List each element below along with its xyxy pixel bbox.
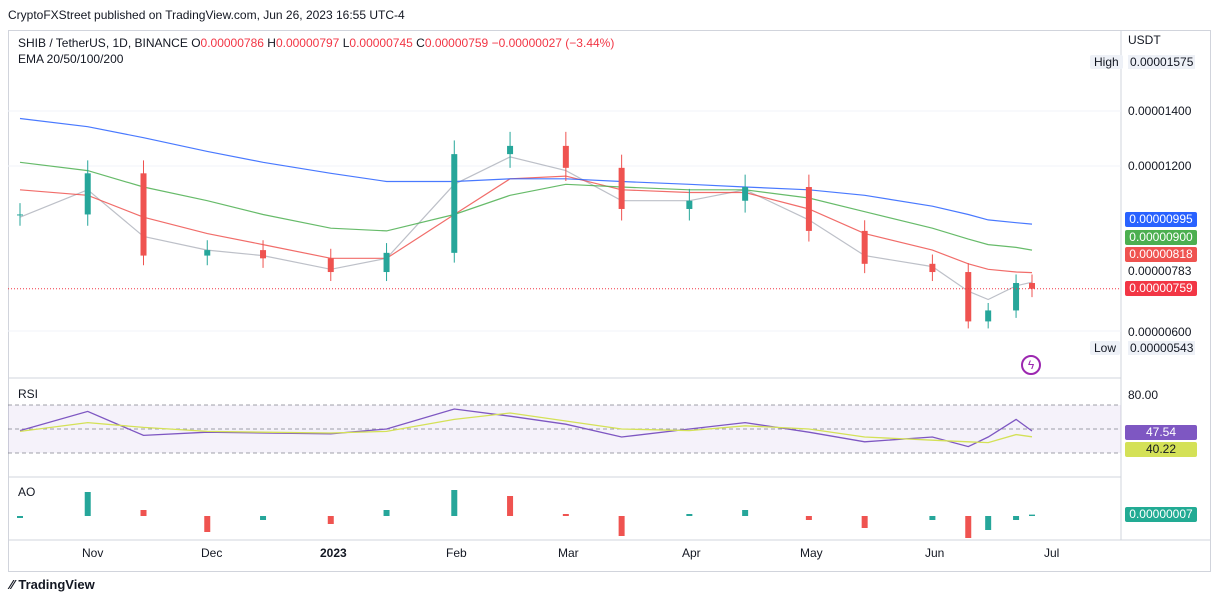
candle-body — [204, 250, 211, 256]
candle-body — [84, 173, 91, 215]
candle-body — [562, 145, 569, 168]
high-value: 0.00000797 — [275, 36, 340, 50]
candle-body — [1013, 283, 1020, 311]
candle-body — [929, 263, 936, 273]
ao-bar — [686, 514, 693, 516]
high-marker-label: High — [1090, 55, 1123, 69]
high-marker-value: 0.00001575 — [1128, 55, 1196, 69]
open-label: O — [191, 36, 201, 50]
ao-bar — [1013, 516, 1020, 520]
rsi-line — [19, 408, 1033, 448]
ao-bar — [204, 516, 211, 532]
ema-legend[interactable]: EMA 20/50/100/200 — [18, 52, 124, 66]
time-label-may: May — [800, 546, 823, 560]
currency-label: USDT — [1128, 33, 1161, 47]
ao-bar — [451, 490, 458, 516]
open-value: 0.00000786 — [200, 36, 264, 50]
ohlc-legend: SHIB / TetherUS, 1D, BINANCE O0.00000786… — [18, 36, 614, 50]
ao-value-tag: 0.00000007 — [1125, 507, 1197, 522]
rsi-level-label: 80.00 — [1128, 388, 1159, 402]
ema200-line — [19, 117, 1033, 225]
symbol-label[interactable]: SHIB / TetherUS, 1D, BINANCE — [18, 36, 188, 50]
ao-title[interactable]: AO — [18, 485, 36, 499]
ao-bar — [383, 510, 390, 516]
ao-bar — [260, 516, 267, 520]
ao-bar — [618, 516, 625, 536]
rsi-title[interactable]: RSI — [18, 387, 39, 401]
ao-bar — [805, 516, 812, 520]
time-label-nov: Nov — [82, 546, 104, 560]
ao-bar — [965, 516, 972, 538]
chart-frame[interactable] — [8, 30, 1211, 572]
time-label-jul: Jul — [1044, 546, 1060, 560]
time-label-dec: Dec — [201, 546, 223, 560]
candle-body — [451, 154, 458, 253]
tradingview-brand-text: TradingView — [18, 577, 95, 592]
candle-body — [618, 167, 625, 209]
rsi-ma-line — [19, 412, 1033, 444]
ao-bar — [861, 516, 868, 528]
ema50-line — [19, 175, 1033, 274]
lightning-icon[interactable]: ϟ — [1021, 355, 1041, 375]
time-label-mar: Mar — [558, 546, 579, 560]
tradingview-logo[interactable]: ⁄⁄ TradingView — [10, 577, 95, 592]
ema50-price-tag: 0.00000818 — [1125, 247, 1197, 262]
ao-bar — [742, 510, 749, 516]
ao-bar — [562, 514, 569, 516]
publisher-attribution: CryptoFXStreet published on TradingView.… — [8, 8, 405, 22]
ao-bar — [140, 510, 147, 516]
ema200-price-tag: 0.00000995 — [1125, 212, 1197, 227]
high-label: H — [267, 36, 276, 50]
ao-bar — [985, 516, 992, 530]
candle-body — [742, 187, 749, 201]
low-label: L — [342, 36, 350, 50]
price-tick-3: 0.00000600 — [1128, 325, 1192, 339]
candle-body — [383, 252, 390, 273]
candle-body — [805, 187, 812, 231]
time-label-apr: Apr — [682, 546, 701, 560]
ao-bar — [507, 496, 514, 516]
candle-body — [507, 145, 514, 155]
rsi-value-tag: 47.54 — [1125, 425, 1197, 440]
ao-bar — [327, 516, 334, 524]
ao-bar — [84, 492, 91, 516]
ao-bar — [1029, 514, 1035, 516]
low-marker-value: 0.00000543 — [1128, 341, 1196, 355]
time-label-feb: Feb — [446, 546, 467, 560]
price-tick-1: 0.00001400 — [1128, 104, 1192, 118]
close-label: C — [416, 36, 425, 50]
time-label-2023: 2023 — [320, 546, 347, 560]
ema100-line — [19, 161, 1033, 251]
candle-body — [17, 214, 23, 216]
time-label-jun: Jun — [925, 546, 945, 560]
candle-body — [140, 173, 147, 256]
price-tick-2: 0.00001200 — [1128, 159, 1192, 173]
ema100-price-tag: 0.00000900 — [1125, 230, 1197, 245]
close-value: 0.00000759 — [424, 36, 489, 50]
candle-body — [965, 272, 972, 322]
ao-bar — [929, 516, 936, 520]
candle-body — [861, 230, 868, 264]
tradingview-logo-icon: ⁄⁄ — [10, 577, 15, 592]
low-value: 0.00000745 — [349, 36, 413, 50]
change-value: −0.00000027 (−3.44%) — [491, 36, 615, 50]
ao-bar — [17, 516, 23, 518]
low-marker-label: Low — [1090, 341, 1121, 355]
candle-body — [260, 250, 267, 259]
candle-body — [327, 258, 334, 273]
candle-body — [1029, 283, 1035, 289]
ema20-price-tag: 0.00000783 — [1128, 264, 1192, 278]
last-price-tag: 0.00000759 — [1125, 281, 1197, 296]
candle-body — [686, 200, 693, 209]
candle-body — [985, 310, 992, 322]
rsi-ma-tag: 40.22 — [1125, 442, 1197, 457]
